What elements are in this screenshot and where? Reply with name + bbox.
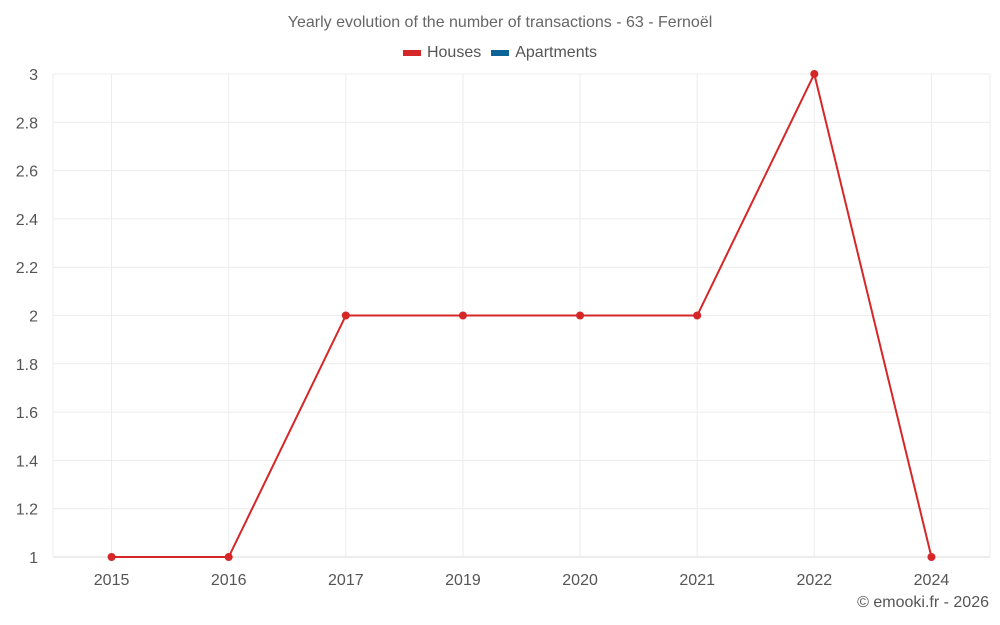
legend-label-apartments: Apartments bbox=[515, 44, 598, 61]
y-tick-label: 2.2 bbox=[16, 260, 38, 277]
data-point[interactable] bbox=[693, 311, 702, 320]
y-tick-label: 1 bbox=[29, 550, 38, 567]
y-tick-label: 1.4 bbox=[16, 453, 38, 470]
data-point[interactable] bbox=[107, 553, 116, 561]
y-tick-label: 1.6 bbox=[16, 405, 38, 422]
data-point[interactable] bbox=[576, 311, 585, 320]
data-point[interactable] bbox=[341, 311, 350, 320]
legend-item-houses[interactable]: Houses bbox=[402, 44, 482, 62]
x-tick-label: 2020 bbox=[562, 572, 598, 589]
x-tick-label: 2021 bbox=[679, 572, 715, 589]
y-tick-label: 1.2 bbox=[16, 502, 38, 519]
x-tick-label: 2016 bbox=[211, 572, 247, 589]
y-tick-label: 2.4 bbox=[16, 212, 38, 229]
y-tick-label: 1.8 bbox=[16, 357, 38, 374]
credit-text: © emooki.fr - 2026 bbox=[857, 594, 989, 611]
data-point[interactable] bbox=[927, 553, 936, 561]
x-tick-label: 2022 bbox=[797, 572, 833, 589]
chart-legend: Houses Apartments bbox=[0, 44, 1000, 62]
y-tick-label: 3 bbox=[29, 67, 38, 84]
y-tick-label: 2.6 bbox=[16, 164, 38, 181]
x-tick-label: 2015 bbox=[94, 572, 130, 589]
y-tick-label: 2 bbox=[29, 309, 38, 326]
chart-title: Yearly evolution of the number of transa… bbox=[287, 14, 713, 31]
y-tick-label: 2.8 bbox=[16, 115, 38, 132]
legend-item-apartments[interactable]: Apartments bbox=[491, 44, 597, 62]
data-point[interactable] bbox=[224, 553, 233, 561]
x-tick-label: 2024 bbox=[914, 572, 950, 589]
data-point[interactable] bbox=[458, 311, 467, 320]
x-tick-label: 2019 bbox=[445, 572, 481, 589]
data-point[interactable] bbox=[810, 70, 819, 78]
x-tick-label: 2017 bbox=[328, 572, 364, 589]
series-line-houses bbox=[111, 71, 933, 558]
houses-swatch-icon bbox=[402, 50, 421, 56]
legend-label-houses: Houses bbox=[426, 44, 482, 61]
apartments-swatch-icon bbox=[491, 50, 510, 56]
